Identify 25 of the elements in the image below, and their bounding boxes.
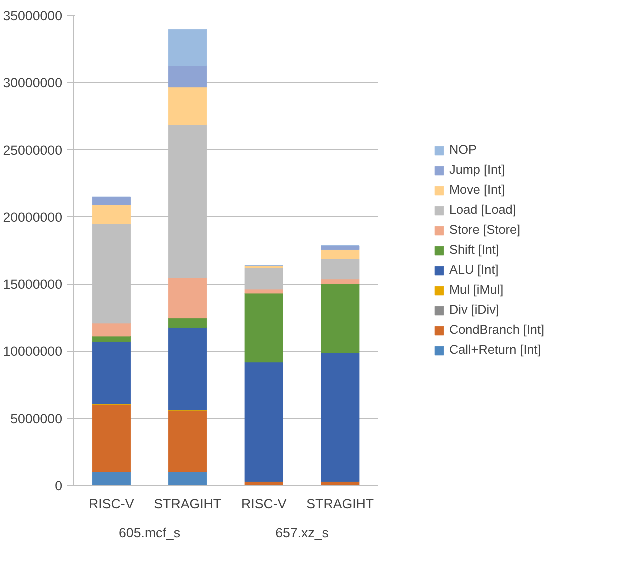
x-tick-label: STRAGIHT: [306, 496, 374, 512]
legend-label: Mul [iMul]: [450, 283, 504, 297]
legend-label: Move [Int]: [450, 183, 506, 197]
legend-label: CondBranch [Int]: [450, 323, 544, 337]
text: 657.xz_s: [276, 526, 330, 540]
y-tick-label: 20000000: [3, 210, 63, 225]
x-tick-label: STRAGIHT: [154, 496, 222, 512]
legend-label: NOP: [450, 143, 477, 157]
y-tick-label: 25000000: [3, 142, 63, 158]
legend-label: Jump [Int]: [450, 163, 506, 177]
legend-label: Call+Return [Int]: [450, 343, 542, 357]
y-tick-label: 35000000: [3, 8, 63, 24]
legend-label: Shift [Int]: [450, 243, 500, 257]
y-tick-label: 15000000: [3, 277, 63, 292]
y-tick-label: 0: [55, 478, 63, 494]
x-tick-label: RISC-V: [242, 496, 287, 512]
y-tick-label: 5000000: [10, 411, 63, 426]
legend-label: Div [iDiv]: [450, 303, 500, 317]
y-tick-label: 10000000: [3, 344, 63, 360]
legend-label: Store [Store]: [450, 223, 521, 237]
y-tick-label: 30000000: [3, 76, 63, 91]
x-tick-label: RISC-V: [89, 496, 134, 512]
text: 605.mcf_s: [119, 526, 181, 540]
legend-label: Load [Load]: [450, 203, 516, 217]
legend-label: ALU [Int]: [450, 263, 499, 277]
